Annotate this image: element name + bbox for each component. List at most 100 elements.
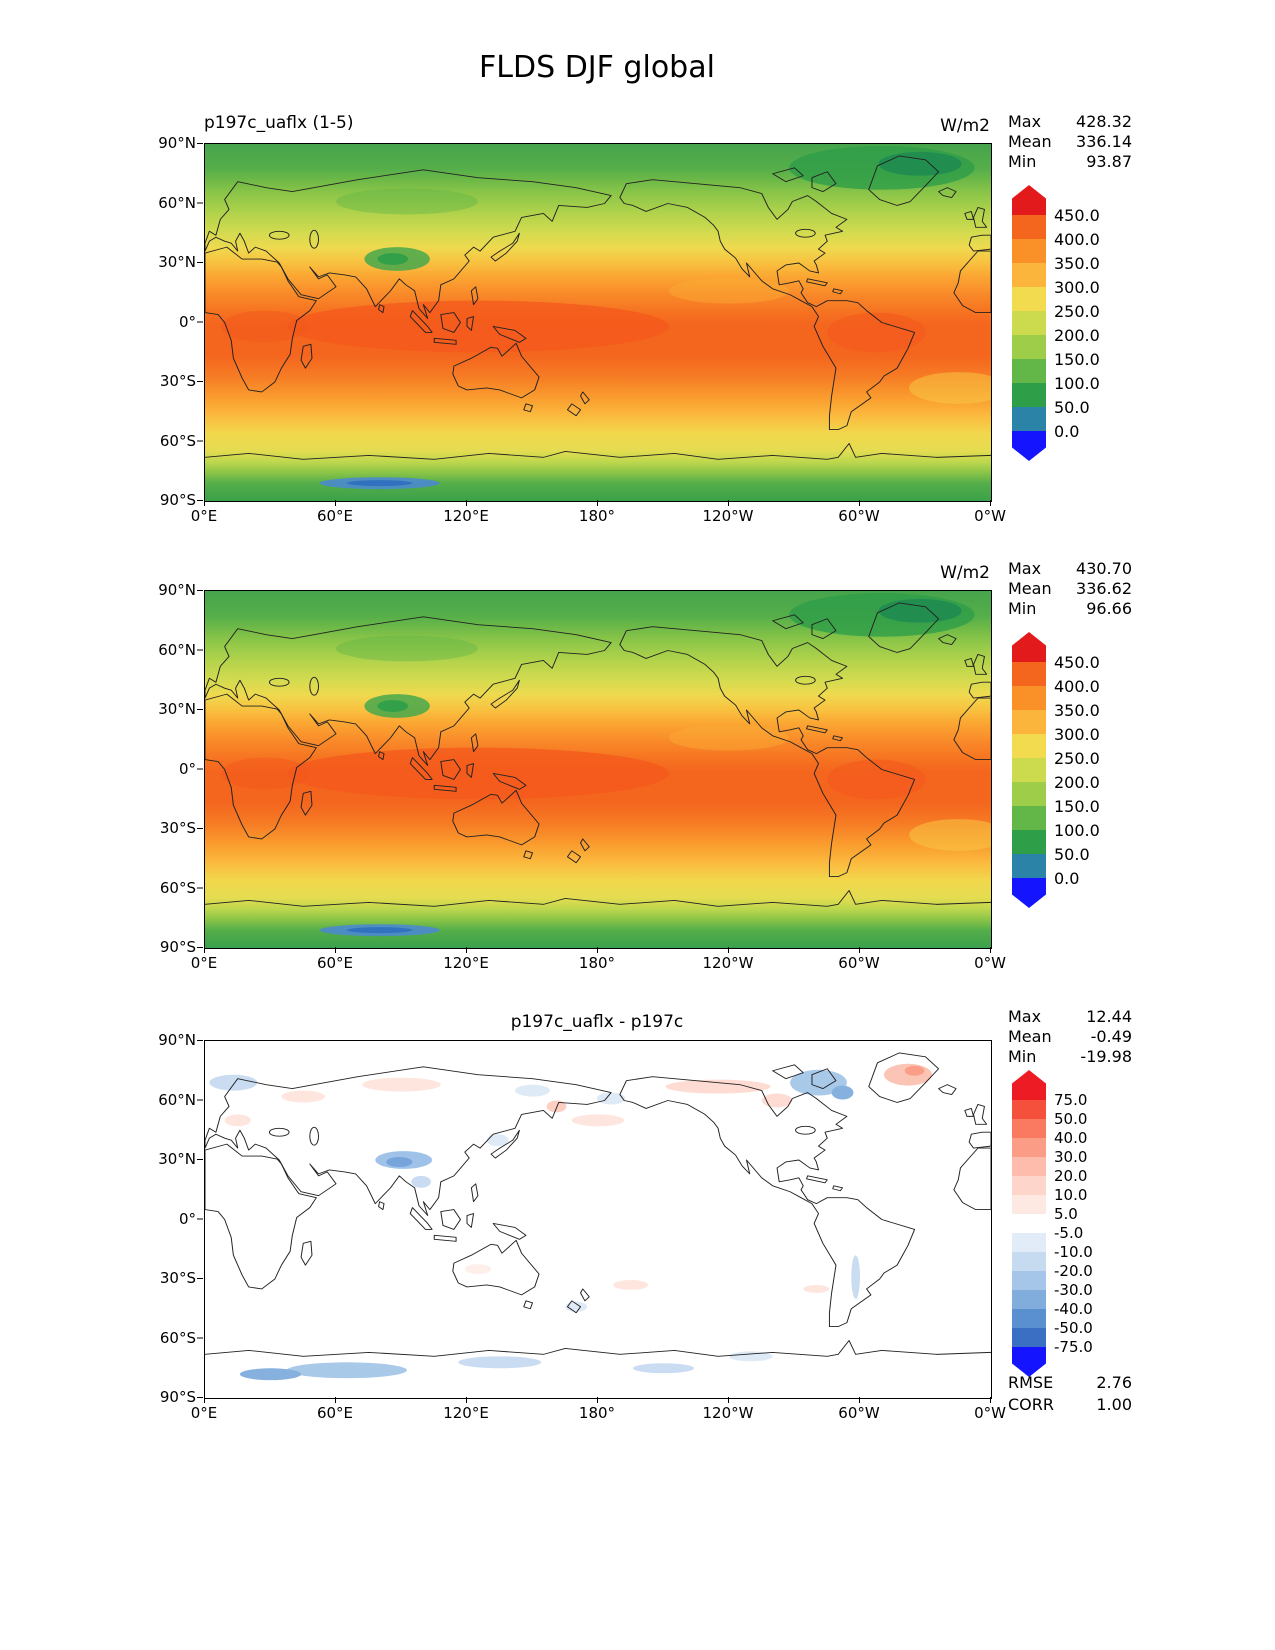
stat-value: 336.62 [1076, 579, 1132, 598]
colorbar-segment [1012, 782, 1046, 806]
y-tickmarks [197, 143, 203, 501]
colorbar-tick-label: 50.0 [1054, 845, 1090, 864]
map-field [204, 143, 992, 502]
stat-value: 93.87 [1086, 152, 1132, 171]
rmse-row: RMSE 2.76 [1008, 1373, 1132, 1392]
colorbar-segment [1012, 311, 1046, 335]
lat-tick-label: 30°S [159, 819, 196, 837]
colorbar-segment [1012, 1195, 1046, 1214]
x-tickmarks [204, 1397, 991, 1403]
map-field [204, 590, 992, 949]
colorbar-tick-label: 75.0 [1054, 1091, 1088, 1109]
stat-row: Mean 336.62 [1008, 579, 1132, 599]
stat-label: Min [1008, 152, 1037, 171]
stat-value: 96.66 [1086, 599, 1132, 618]
colorbar-below-arrow [1012, 431, 1046, 461]
colorbar-tick-label: -20.0 [1054, 1262, 1093, 1280]
stat-label: Min [1008, 599, 1037, 618]
map-field-svg [205, 144, 991, 501]
lat-tick-label: 0° [178, 1210, 196, 1228]
stat-value: 430.70 [1076, 559, 1132, 578]
lon-tick-label: 0°E [190, 1404, 218, 1422]
map-difference-svg [205, 1041, 991, 1398]
lat-tick-label: 0° [178, 760, 196, 778]
lon-tick-label: 180° [578, 954, 616, 972]
colorbar-above-arrow [1012, 1070, 1046, 1100]
colorbar-tick-label: 250.0 [1054, 302, 1100, 321]
lat-tick-label: 90°N [158, 581, 196, 599]
colorbar-tick-label: -5.0 [1054, 1224, 1084, 1242]
stat-row: Mean 336.14 [1008, 132, 1132, 152]
lat-tick-label: 60°N [158, 194, 196, 212]
stat-row: Mean -0.49 [1008, 1027, 1132, 1047]
lon-tick-label: 60°E [316, 954, 354, 972]
colorbar-segment [1012, 1100, 1046, 1119]
rmse-label: RMSE [1008, 1373, 1054, 1392]
lon-tick-label: 0°E [190, 507, 218, 525]
stat-row: Min 93.87 [1008, 152, 1132, 172]
stats-block: Max 430.70 Mean 336.62 Min 96.66 [1008, 559, 1132, 619]
stat-value: -19.98 [1080, 1047, 1132, 1066]
stat-label: Max [1008, 1007, 1042, 1026]
colorbar [1012, 185, 1046, 461]
colorbar-segment [1012, 239, 1046, 263]
stat-row: Max 12.44 [1008, 1007, 1132, 1027]
colorbar-tick-label: 0.0 [1054, 422, 1080, 441]
stat-label: Mean [1008, 132, 1052, 151]
corr-row: CORR 1.00 [1008, 1395, 1132, 1414]
lon-tick-label: 120°E [443, 954, 489, 972]
colorbar-segment [1012, 1290, 1046, 1309]
stat-row: Min -19.98 [1008, 1047, 1132, 1067]
lat-tick-label: 60°S [159, 432, 196, 450]
colorbar-tick-label: 100.0 [1054, 374, 1100, 393]
colorbar-tick-label: -50.0 [1054, 1319, 1093, 1337]
colorbar-tick-label: 50.0 [1054, 398, 1090, 417]
stat-label: Max [1008, 112, 1042, 131]
lat-tick-label: 30°N [158, 1150, 196, 1168]
colorbar-above-arrow [1012, 632, 1046, 662]
stats-block: Max 428.32 Mean 336.14 Min 93.87 [1008, 112, 1132, 172]
colorbar [1012, 1070, 1046, 1377]
lat-tick-label: 60°S [159, 879, 196, 897]
stat-label: Min [1008, 1047, 1037, 1066]
lon-tick-label: 120°E [443, 1404, 489, 1422]
y-tickmarks [197, 1040, 203, 1398]
lat-tick-label: 90°N [158, 134, 196, 152]
colorbar-tick-label: 350.0 [1054, 254, 1100, 273]
lon-tick-label: 60°E [316, 507, 354, 525]
lon-tick-label: 120°W [702, 1404, 754, 1422]
colorbar-segment [1012, 383, 1046, 407]
colorbar [1012, 632, 1046, 908]
lat-tick-label: 60°S [159, 1329, 196, 1347]
colorbar-tick-label: 50.0 [1054, 1110, 1088, 1128]
colorbar-segment [1012, 1157, 1046, 1176]
x-tickmarks [204, 947, 991, 953]
lat-tick-label: 90°N [158, 1031, 196, 1049]
lat-tick-label: 30°S [159, 1269, 196, 1287]
colorbar-segment [1012, 1233, 1046, 1252]
map-field-svg [205, 591, 991, 948]
stat-row: Min 96.66 [1008, 599, 1132, 619]
colorbar-segment [1012, 287, 1046, 311]
panel-top-map: p197c_uaflx (1-5) W/m2 Max 428.32 Mean 336… [0, 110, 1275, 557]
colorbar-tick-label: 250.0 [1054, 749, 1100, 768]
colorbar-tick-label: 300.0 [1054, 278, 1100, 297]
colorbar-tick-label: 100.0 [1054, 821, 1100, 840]
lat-tick-label: 90°S [159, 1388, 196, 1406]
stat-label: Mean [1008, 579, 1052, 598]
colorbar-segment [1012, 1271, 1046, 1290]
lon-tick-label: 60°W [838, 507, 880, 525]
lon-tick-label: 60°W [838, 954, 880, 972]
map-difference [204, 1040, 992, 1399]
lat-tick-label: 30°N [158, 700, 196, 718]
lon-tick-label: 180° [578, 1404, 616, 1422]
lat-tick-label: 30°N [158, 253, 196, 271]
lat-tick-label: 0° [178, 313, 196, 331]
stat-row: Max 428.32 [1008, 112, 1132, 132]
lon-tick-label: 0°W [974, 1404, 1006, 1422]
lat-tick-label: 90°S [159, 938, 196, 956]
lat-tick-label: 90°S [159, 491, 196, 509]
colorbar-tick-label: 10.0 [1054, 1186, 1088, 1204]
colorbar-segment [1012, 734, 1046, 758]
colorbar-tick-label: 150.0 [1054, 797, 1100, 816]
